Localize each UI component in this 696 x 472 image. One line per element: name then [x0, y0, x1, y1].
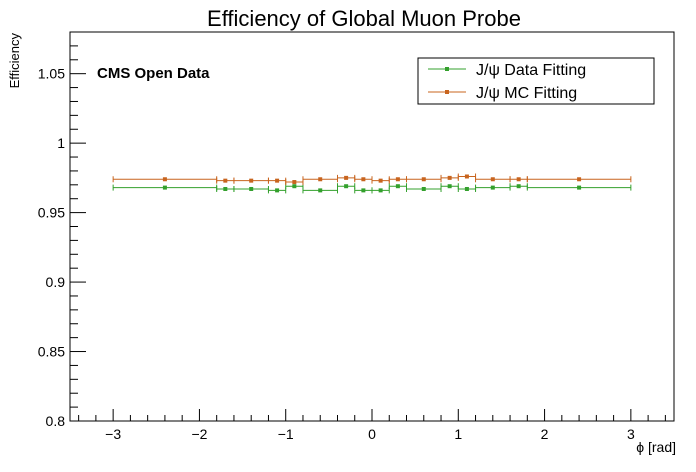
- y-tick-label: 1.05: [38, 66, 65, 82]
- data-point: [378, 178, 383, 183]
- x-tick-label: −2: [191, 426, 207, 442]
- data-point: [421, 186, 426, 191]
- series-1: [112, 173, 632, 186]
- data-point: [223, 186, 228, 191]
- y-tick-label: 0.8: [46, 413, 66, 429]
- data-point: [361, 188, 366, 193]
- data-point: [249, 186, 254, 191]
- data-point: [516, 184, 521, 189]
- data-point: [344, 184, 349, 189]
- x-tick-label: −1: [278, 426, 294, 442]
- data-point: [344, 175, 349, 180]
- y-tick-label: 0.85: [38, 344, 65, 360]
- data-point: [447, 175, 452, 180]
- y-tick-label: 0.9: [46, 274, 66, 290]
- legend-marker-data: [445, 67, 449, 71]
- data-point: [162, 185, 167, 190]
- chart-title: Efficiency of Global Muon Probe: [207, 6, 521, 31]
- data-point: [292, 180, 297, 185]
- data-point: [378, 188, 383, 193]
- data-point: [577, 177, 582, 182]
- data-point: [490, 185, 495, 190]
- axis-ticks: −3 −2 −1 0 1 2 3 0.8 0.85 0.9 0.95 1 1.05: [38, 31, 666, 442]
- legend-label-mc: J/ψ MC Fitting: [476, 85, 577, 102]
- data-point: [447, 184, 452, 189]
- x-tick-label: 3: [627, 426, 635, 442]
- data-point: [516, 177, 521, 182]
- data-point: [249, 178, 254, 183]
- data-point: [464, 174, 469, 179]
- data-point: [275, 188, 280, 193]
- y-axis-label: Efficiency: [7, 33, 22, 89]
- data-point: [162, 177, 167, 182]
- data-point: [318, 188, 323, 193]
- series-0: [112, 183, 632, 194]
- data-point: [318, 177, 323, 182]
- x-tick-label: 2: [541, 426, 549, 442]
- x-tick-label: −3: [105, 426, 121, 442]
- y-tick-label: 0.95: [38, 205, 65, 221]
- data-point: [577, 185, 582, 190]
- legend-marker-mc: [445, 90, 449, 94]
- legend: J/ψ Data Fitting J/ψ MC Fitting: [417, 57, 655, 105]
- x-tick-label: 1: [454, 426, 462, 442]
- legend-label-data: J/ψ Data Fitting: [476, 62, 586, 79]
- data-point: [490, 177, 495, 182]
- data-point: [464, 186, 469, 191]
- data-series: [112, 173, 632, 194]
- data-point: [223, 178, 228, 183]
- data-point: [361, 177, 366, 182]
- cms-open-data-annotation: CMS Open Data: [97, 65, 210, 82]
- x-tick-label: 0: [368, 426, 376, 442]
- data-point: [395, 177, 400, 182]
- data-point: [275, 178, 280, 183]
- x-axis-label: ϕ [rad]: [636, 439, 676, 455]
- y-tick-label: 1: [57, 135, 65, 151]
- data-point: [421, 177, 426, 182]
- data-point: [292, 184, 297, 189]
- legend-box: [417, 57, 655, 105]
- data-point: [395, 184, 400, 189]
